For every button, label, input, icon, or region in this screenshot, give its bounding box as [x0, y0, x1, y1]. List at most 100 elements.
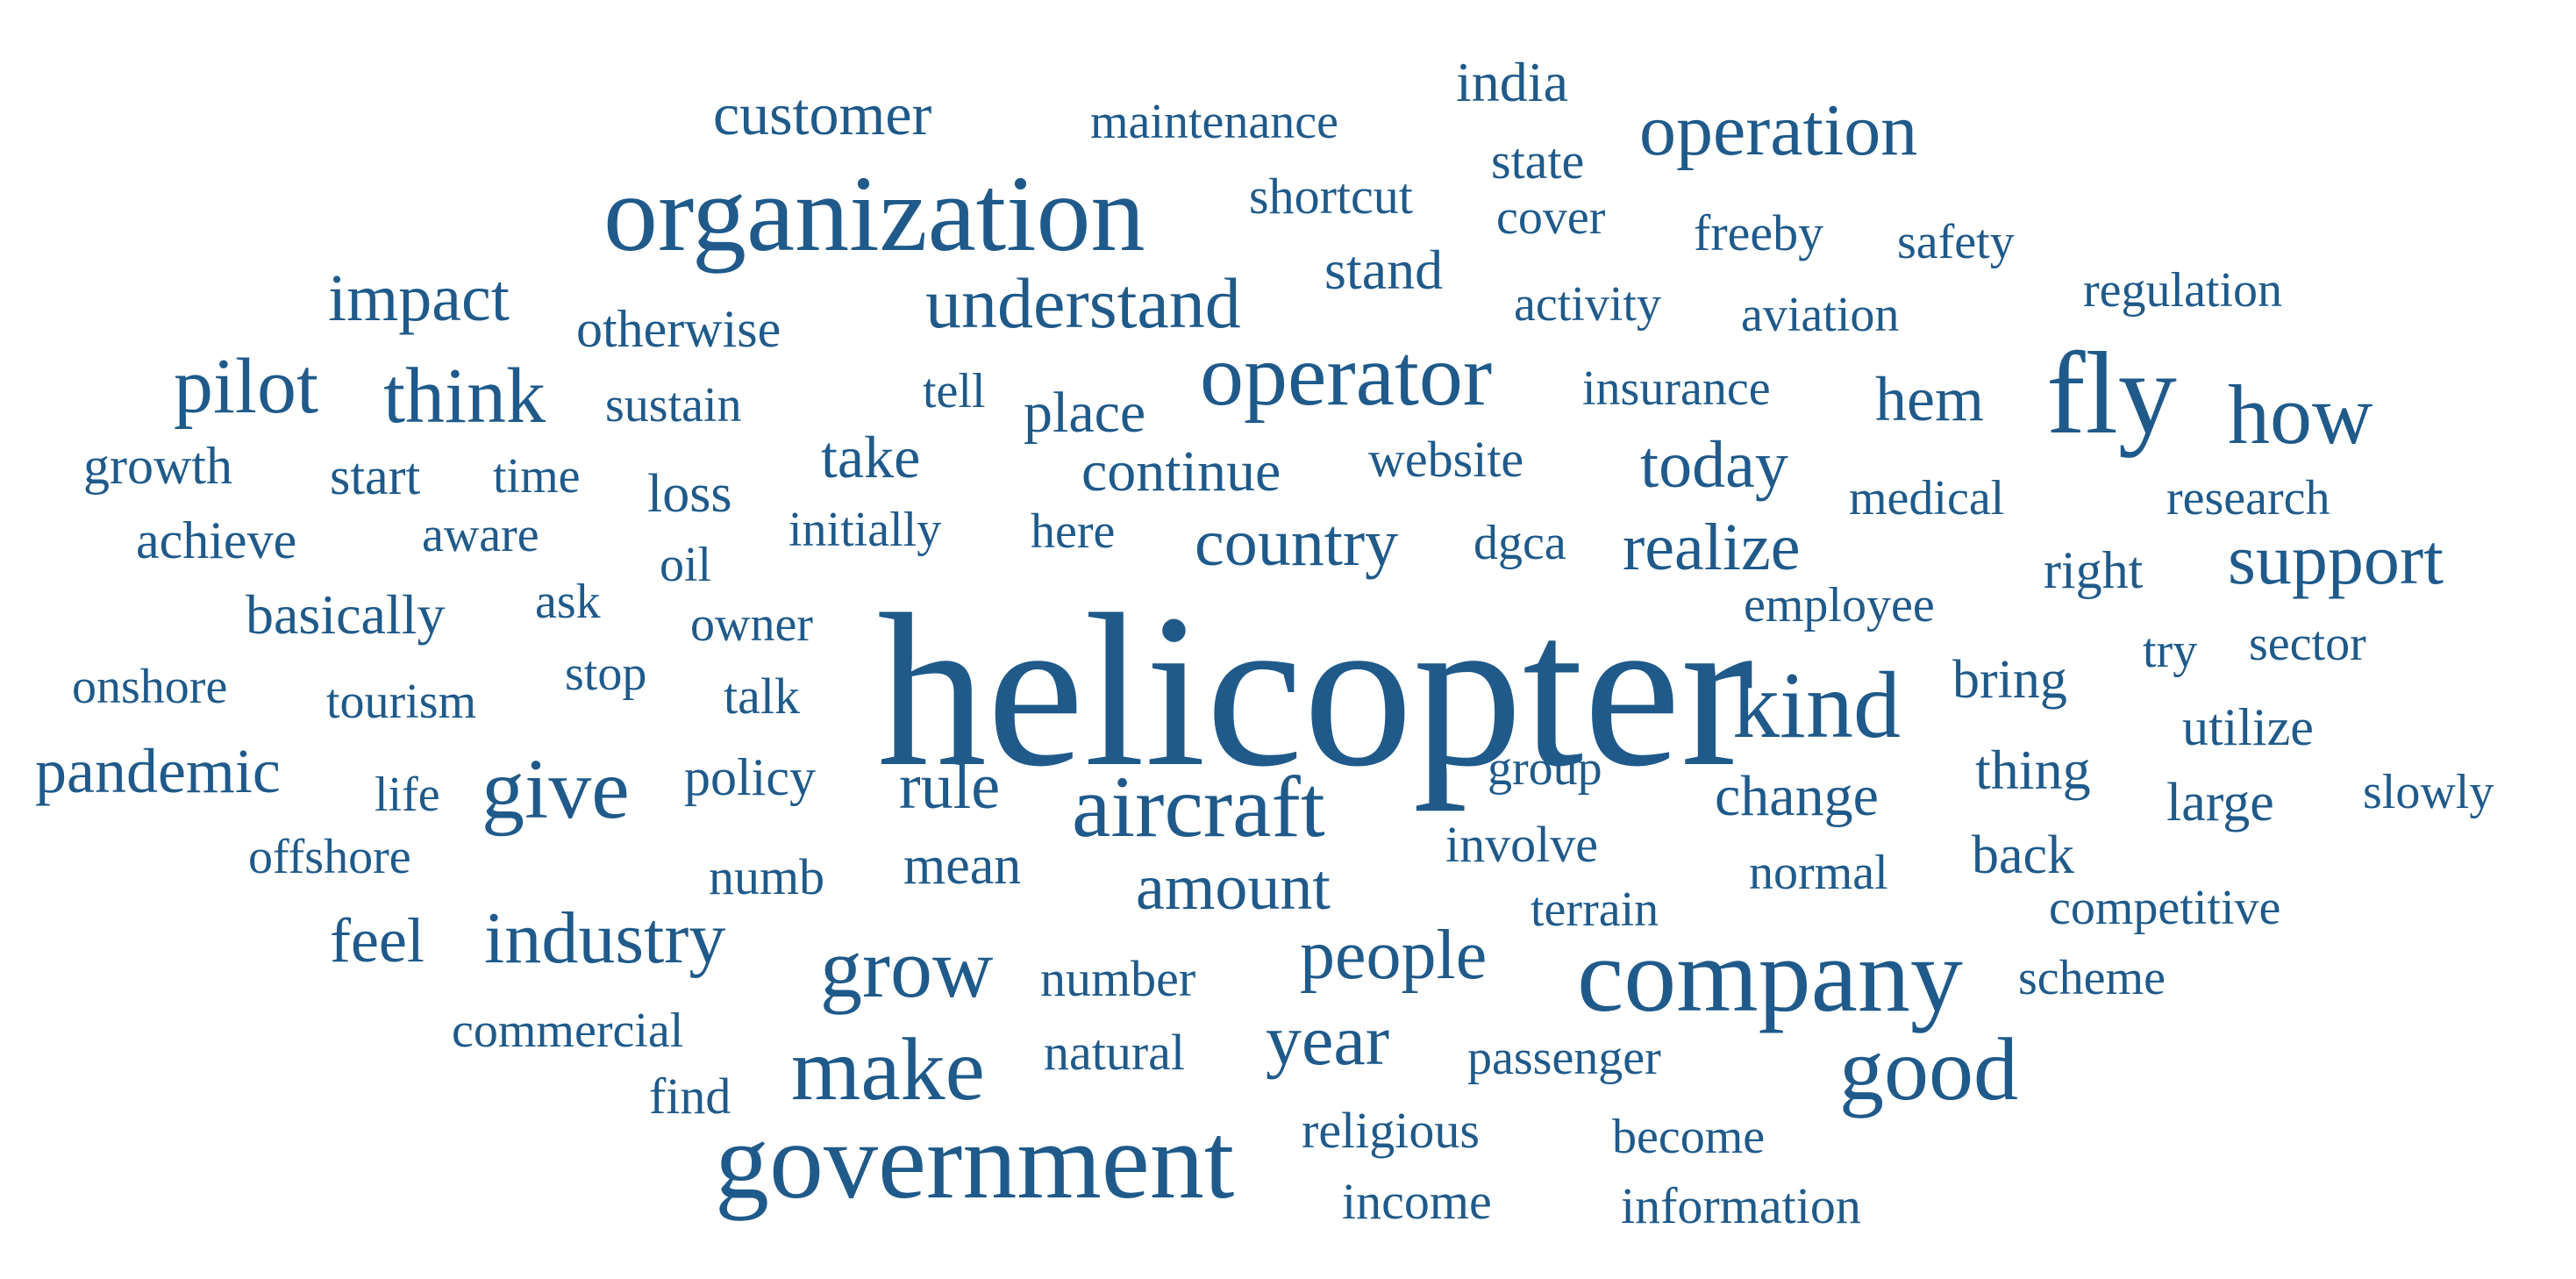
word: good [1839, 1020, 2018, 1119]
word: aviation [1741, 288, 1900, 342]
word: passenger [1467, 1031, 1661, 1085]
word: operation [1639, 89, 1918, 171]
word: life [375, 768, 440, 822]
word: tell [923, 364, 986, 418]
word: give [482, 742, 630, 837]
word: india [1456, 51, 1568, 113]
word: talk [724, 668, 800, 725]
word: initially [788, 503, 942, 557]
word: kind [1732, 654, 1902, 758]
word: stand [1324, 239, 1444, 301]
word: involve [1445, 816, 1598, 873]
word: understand [925, 263, 1241, 343]
word: take [821, 424, 921, 490]
word: realize [1623, 511, 1801, 584]
word: fly [2046, 328, 2177, 458]
word: impact [328, 261, 510, 335]
word: tourism [326, 675, 477, 729]
word: sustain [605, 378, 742, 432]
word: slowly [2363, 765, 2494, 819]
word: feel [330, 905, 425, 975]
word: right [2044, 541, 2144, 599]
word: owner [690, 597, 813, 652]
word: thing [1975, 739, 2091, 801]
word: maintenance [1090, 95, 1338, 149]
word: medical [1849, 471, 2005, 525]
word: policy [684, 748, 816, 806]
word: year [1266, 1000, 1390, 1080]
word: basically [246, 583, 446, 646]
word: website [1368, 431, 1524, 488]
word: utilize [2182, 698, 2314, 756]
word: today [1640, 428, 1788, 502]
word: scheme [2018, 951, 2166, 1005]
word: religious [1302, 1102, 1480, 1159]
word: customer [713, 81, 932, 147]
word: shortcut [1249, 168, 1413, 225]
word: stop [565, 647, 647, 701]
word: make [791, 1020, 985, 1119]
word: think [383, 353, 546, 439]
word: amount [1136, 852, 1331, 924]
word: natural [1044, 1024, 1186, 1081]
word: competitive [2049, 881, 2281, 935]
word: how [2228, 368, 2373, 461]
word: otherwise [576, 300, 781, 358]
word: number [1040, 950, 1196, 1007]
word: sector [2249, 617, 2366, 671]
word: here [1031, 504, 1116, 559]
word: government [715, 1101, 1235, 1221]
word: country [1195, 506, 1399, 580]
word: regulation [2083, 263, 2283, 318]
word: organization [603, 154, 1145, 274]
word: back [1972, 825, 2075, 885]
word: grow [820, 921, 994, 1015]
word: industry [484, 897, 726, 979]
word: large [2166, 773, 2274, 832]
word: group [1488, 741, 1602, 796]
word: aware [422, 508, 539, 562]
word: pilot [174, 343, 319, 430]
word: cover [1496, 190, 1606, 245]
word: growth [83, 437, 232, 495]
word: aircraft [1072, 758, 1325, 855]
word: safety [1897, 215, 2015, 269]
word: find [649, 1068, 731, 1125]
word: start [330, 447, 421, 505]
word: terrain [1531, 882, 1659, 937]
word: helicopter [877, 569, 1754, 812]
word: insurance [1582, 361, 1771, 416]
word: dgca [1474, 516, 1566, 570]
word: research [2166, 471, 2330, 525]
word: hem [1875, 364, 1984, 434]
word: loss [647, 464, 732, 524]
word: time [493, 449, 581, 504]
word: pandemic [35, 736, 281, 806]
word: support [2228, 519, 2444, 599]
word: employee [1744, 578, 1935, 632]
word: income [1342, 1173, 1492, 1230]
word: company [1577, 917, 1963, 1033]
word: operator [1200, 326, 1493, 424]
word: state [1491, 132, 1585, 189]
word: continue [1081, 439, 1281, 504]
word: change [1715, 764, 1879, 828]
word: normal [1749, 846, 1888, 900]
word: ask [535, 575, 601, 629]
word: information [1621, 1177, 1861, 1234]
word: place [1024, 381, 1146, 445]
word: mean [903, 836, 1022, 896]
word: numb [709, 848, 825, 905]
word: people [1300, 917, 1488, 994]
word: try [2143, 624, 2198, 678]
word: become [1612, 1110, 1766, 1164]
word: bring [1952, 650, 2067, 710]
word: achieve [136, 511, 297, 569]
word: activity [1514, 277, 1661, 332]
word: offshore [248, 830, 411, 884]
word: freeby [1694, 204, 1824, 261]
word: onshore [72, 660, 228, 714]
word: oil [660, 538, 712, 592]
word: commercial [452, 1004, 684, 1058]
